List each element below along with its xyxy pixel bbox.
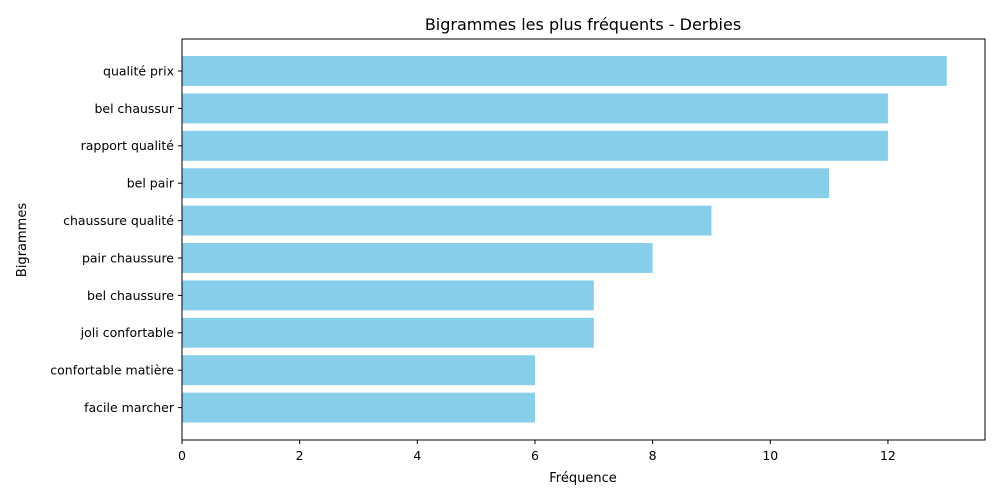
x-tick-label: 2 (296, 448, 304, 463)
x-tick-label: 10 (762, 448, 778, 463)
x-tick-labels: 0 2 4 6 8 10 12 (178, 440, 896, 463)
y-tick-label: facile marcher (84, 400, 175, 415)
y-tick-label: rapport qualité (81, 138, 175, 153)
y-tick-label: pair chaussure (82, 250, 174, 265)
x-tick-label: 8 (649, 448, 657, 463)
x-axis-label: Fréquence (549, 471, 616, 486)
plot-frame (181, 38, 986, 441)
bar (182, 56, 947, 86)
bar (182, 355, 535, 386)
chart-title: Bigrammes les plus fréquents - Derbies (425, 15, 741, 34)
x-tick-label: 12 (880, 448, 896, 463)
bar (182, 317, 594, 348)
y-tick-label: bel chaussure (87, 288, 174, 303)
bar (182, 280, 594, 311)
y-tick-label: bel chaussur (94, 101, 174, 116)
bar (182, 205, 712, 236)
y-axis-label: Bigrammes (15, 203, 30, 277)
y-tick-label: confortable matière (50, 363, 174, 378)
y-tick-label: qualité prix (103, 63, 174, 78)
x-tick-label: 4 (413, 448, 421, 463)
bar (182, 130, 888, 161)
y-tick-label: joli confortable (80, 325, 175, 340)
y-tick-label: chaussure qualité (63, 213, 174, 228)
y-tick-labels: qualité prix bel chaussur rapport qualité b… (50, 63, 182, 415)
y-tick-label: bel pair (127, 176, 175, 191)
bars-group (182, 56, 947, 423)
bar (182, 93, 888, 124)
bar (182, 168, 830, 199)
bar (182, 392, 535, 423)
x-tick-label: 6 (531, 448, 539, 463)
x-tick-label: 0 (178, 448, 186, 463)
bar (182, 243, 653, 273)
